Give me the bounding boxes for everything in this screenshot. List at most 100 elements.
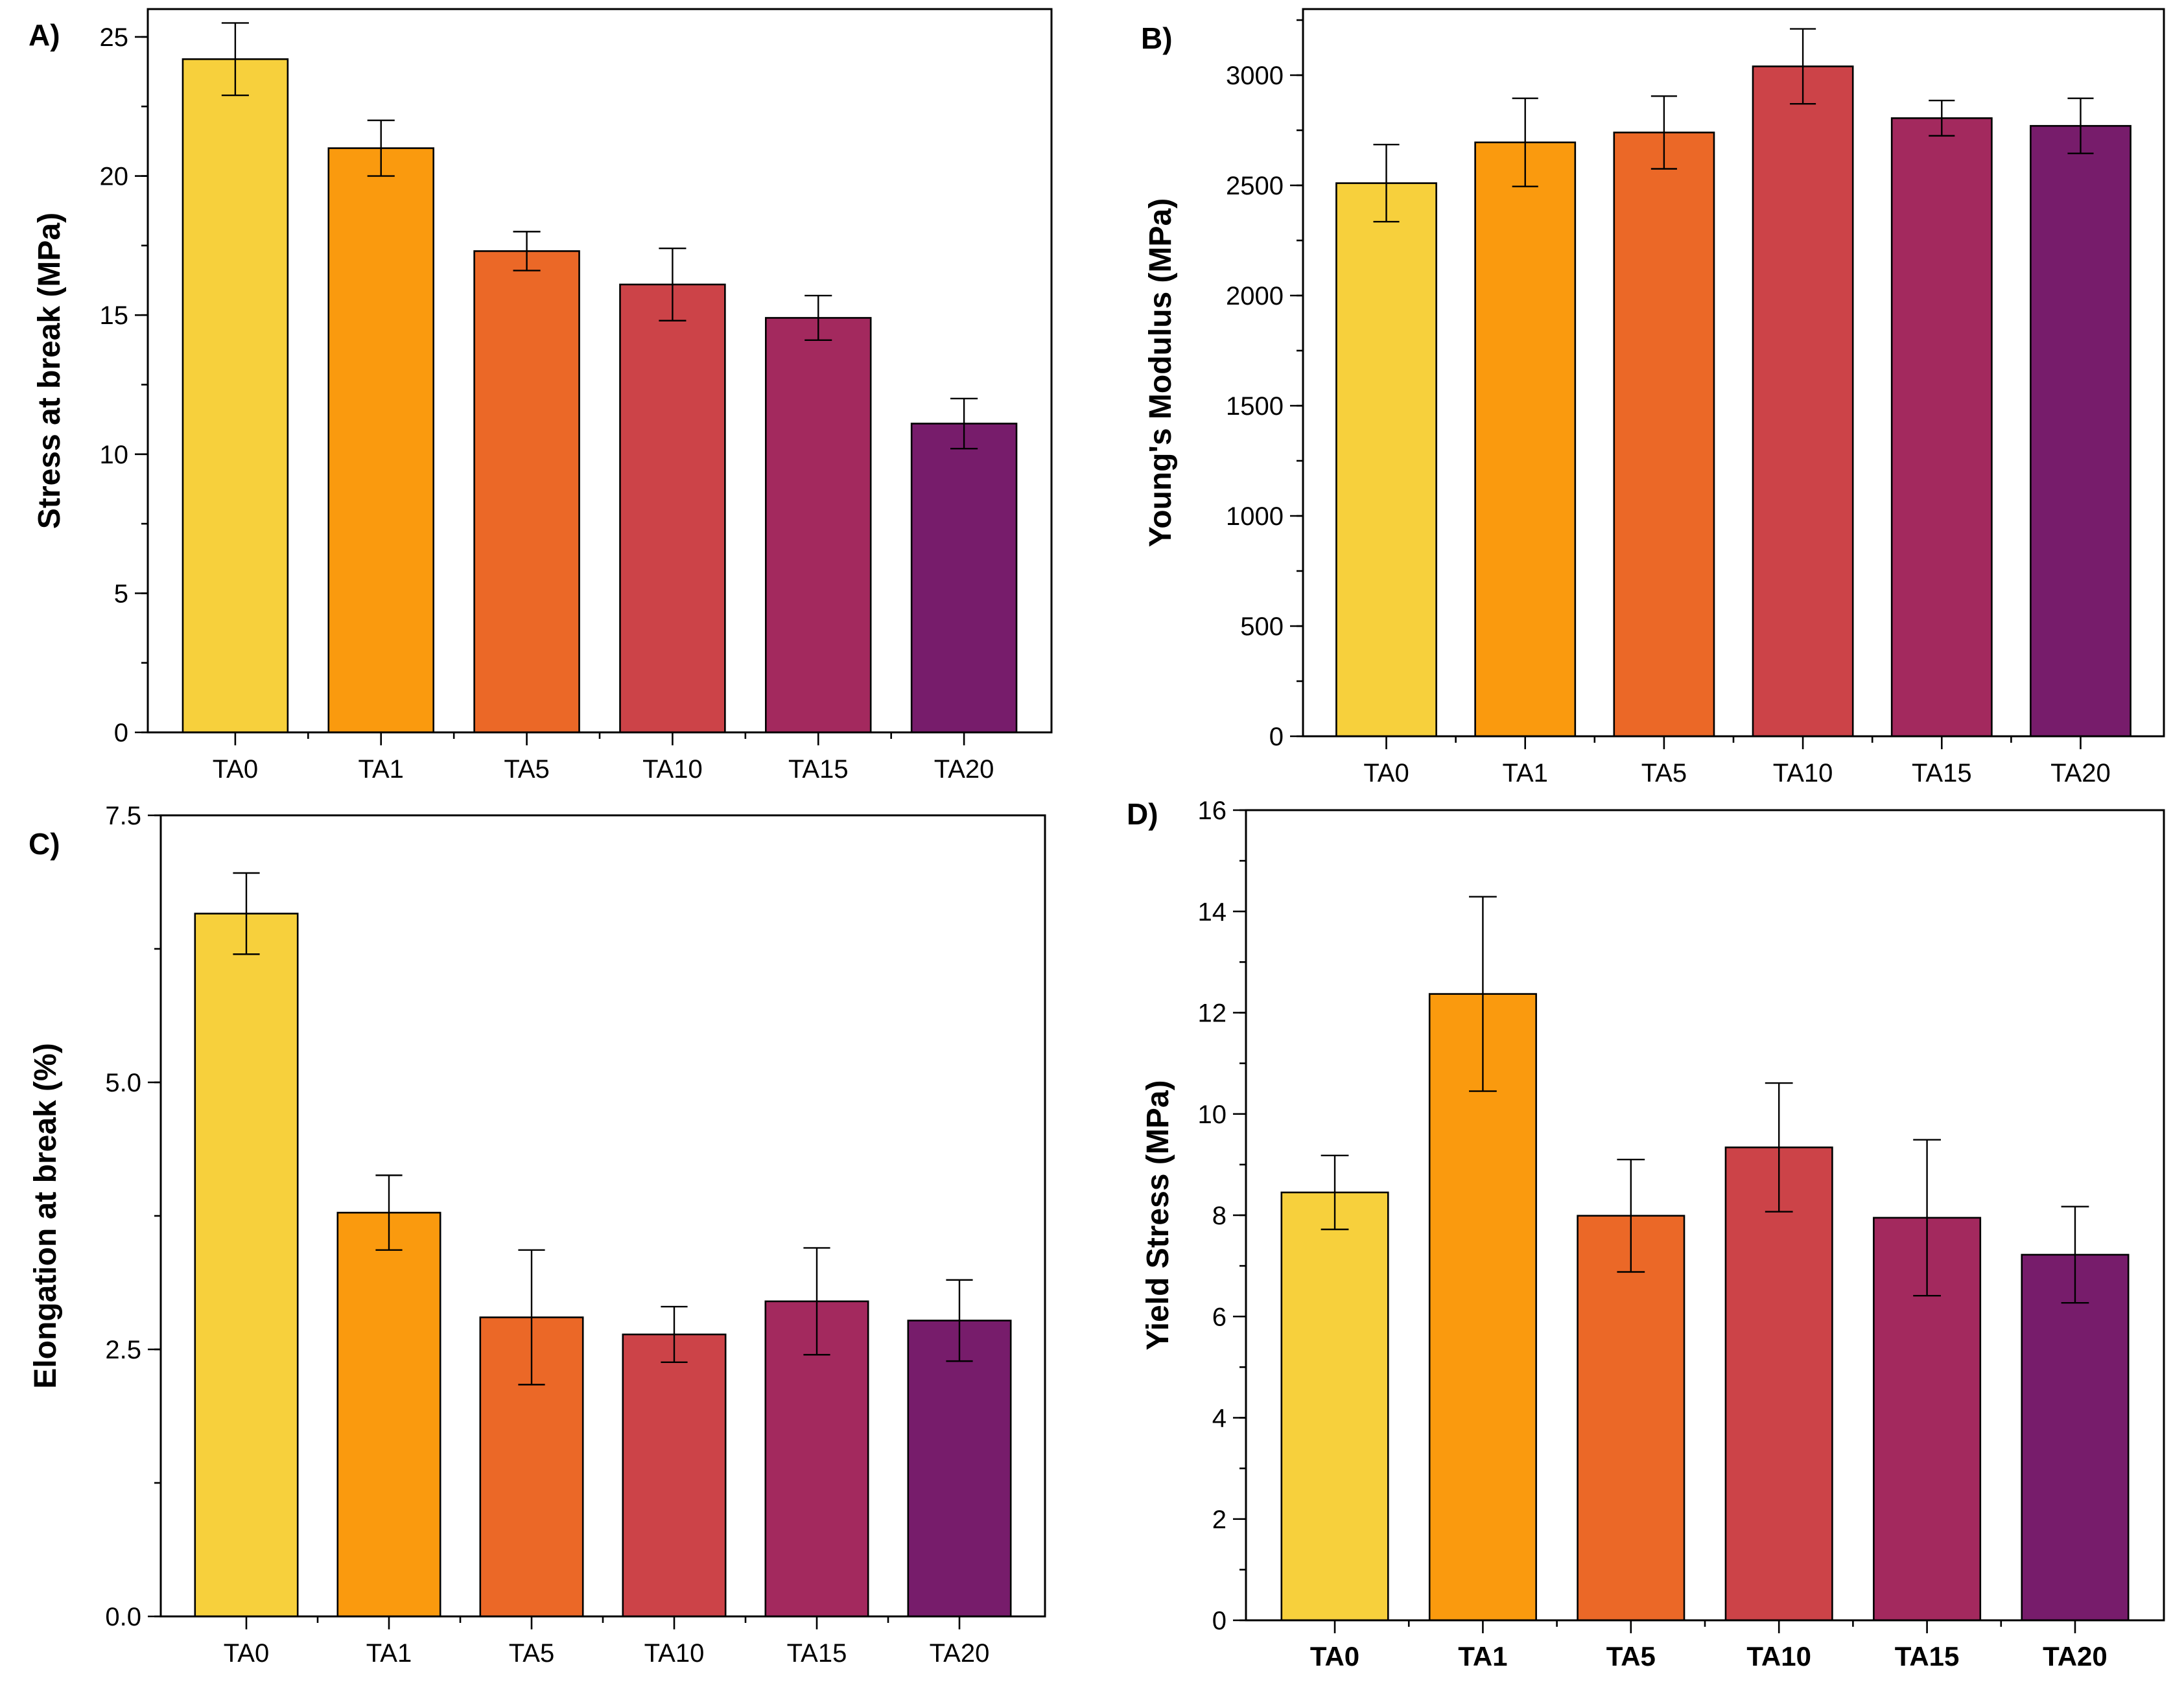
error-bar-ta0	[1373, 143, 1400, 223]
panel-b: 0 500 1000 1500 2000 2500 3000 TA0 TA1 TA5 TA10 TA1…	[1141, 8, 2165, 787]
bar-ta10	[1752, 65, 1854, 738]
y-tick-label: 6	[1212, 1303, 1227, 1331]
bar-ta0	[1280, 1191, 1389, 1622]
y-tick-label: 10	[1198, 1101, 1227, 1129]
bar-ta10	[622, 1333, 727, 1618]
error-bar-ta15	[803, 1247, 830, 1356]
error-bar-ta5	[1617, 1158, 1645, 1273]
x-tick-label-ta0: TA0	[1310, 1641, 1359, 1672]
bar-ta10	[619, 283, 726, 734]
y-tick-label: 0	[1269, 723, 1284, 751]
x-tick-label-ta0: TA0	[224, 1639, 269, 1668]
error-bar-ta1	[367, 119, 395, 177]
bar-ta15	[1890, 117, 1993, 738]
bar-ta0	[194, 913, 299, 1618]
x-tick-label-ta15: TA15	[1895, 1641, 1960, 1672]
y-tick-label: 16	[1198, 797, 1227, 825]
error-bar-ta10	[1790, 28, 1816, 105]
error-bar-ta15	[804, 294, 832, 341]
x-tick-label-ta10: TA10	[1746, 1641, 1811, 1672]
error-bar-ta1	[1512, 97, 1538, 187]
y-tick-label: 2	[1212, 1506, 1227, 1534]
y-tick-label: 20	[100, 163, 129, 191]
y-tick-label: 5	[114, 579, 128, 608]
panel-letter: C)	[29, 827, 60, 861]
x-tick-label-ta5: TA5	[504, 755, 549, 784]
panel-c: 0.0 2.5 5.0 7.5 TA0 TA1 TA5 TA10 TA15 TA20 C) Elong…	[29, 802, 1046, 1668]
x-tick-label-ta10: TA10	[644, 1639, 705, 1668]
bar-ta5	[473, 250, 580, 734]
x-tick-label-ta1: TA1	[1458, 1641, 1507, 1672]
panel-letter: D)	[1127, 797, 1158, 831]
y-tick-label: 12	[1198, 999, 1227, 1028]
bar-ta10	[1724, 1147, 1833, 1622]
x-tick-label-ta1: TA1	[358, 755, 404, 784]
panel-letter: B)	[1141, 21, 1173, 55]
bar-ta5	[1613, 132, 1715, 738]
y-tick-label: 2.5	[105, 1336, 141, 1364]
y-tick-label: 14	[1198, 898, 1227, 926]
x-tick-label-ta15: TA15	[1912, 759, 1972, 787]
x-tick-label-ta0: TA0	[213, 755, 258, 784]
y-tick-label: 1500	[1226, 392, 1284, 421]
y-tick-label: 0.0	[105, 1603, 141, 1631]
y-tick-label: 2500	[1226, 172, 1284, 200]
error-bar-ta20	[950, 397, 978, 450]
bar-ta20	[2030, 124, 2131, 738]
error-bar-ta0	[233, 872, 260, 955]
y-tick-label: 25	[100, 23, 129, 52]
y-tick-label: 500	[1240, 612, 1284, 641]
y-axis-label: Yield Stress (MPa)	[1141, 1080, 1175, 1350]
bar-ta20	[910, 423, 1018, 734]
x-tick-label-ta20: TA20	[934, 755, 994, 784]
panel-a: 0 5 10 15 20 25 TA0 TA1 TA5 TA10 TA15 TA20 A) Stress …	[29, 8, 1053, 784]
x-tick-label-ta5: TA5	[1606, 1641, 1656, 1672]
y-axis-label: Stress at break (MPa)	[32, 213, 67, 529]
y-tick-label: 7.5	[105, 802, 141, 830]
bar-ta5	[1577, 1215, 1685, 1622]
error-bar-ta15	[1913, 1139, 1941, 1297]
error-bar-ta10	[1765, 1082, 1793, 1213]
bar-ta20	[907, 1320, 1012, 1618]
error-bar-ta15	[1929, 99, 1955, 137]
bar-ta1	[1474, 141, 1577, 738]
y-tick-label: 8	[1212, 1202, 1227, 1230]
y-axis-label: Young's Modulus (MPa)	[1144, 198, 1178, 547]
bar-ta0	[182, 58, 289, 734]
y-tick-label: 3000	[1226, 62, 1284, 90]
bar-ta1	[1428, 993, 1537, 1622]
x-tick-label-ta0: TA0	[1363, 759, 1409, 787]
error-bar-ta20	[946, 1279, 973, 1362]
x-tick-label-ta20: TA20	[2050, 759, 2111, 787]
y-tick-label: 1000	[1226, 502, 1284, 531]
x-tick-label-ta15: TA15	[787, 1639, 847, 1668]
y-tick-label: 10	[100, 441, 129, 469]
panel-d: 0 2 4 6 8 10 12 14 16 TA0 TA1 TA5 TA10 TA15 TA20 D) Yiel…	[1127, 797, 2165, 1672]
y-tick-label: 2000	[1226, 282, 1284, 310]
bar-ta15	[765, 317, 872, 734]
x-tick-label-ta5: TA5	[1641, 759, 1687, 787]
error-bar-ta5	[518, 1249, 545, 1386]
y-tick-label: 4	[1212, 1404, 1227, 1433]
error-bar-ta10	[659, 247, 687, 321]
error-bar-ta5	[513, 231, 541, 272]
y-tick-label: 0	[1212, 1607, 1227, 1635]
x-tick-label-ta5: TA5	[509, 1639, 554, 1668]
y-axis-label: Elongation at break (%)	[29, 1043, 63, 1388]
error-bar-ta0	[221, 22, 249, 97]
x-tick-label-ta1: TA1	[1503, 759, 1548, 787]
x-tick-label-ta10: TA10	[642, 755, 703, 784]
panel-letter: A)	[29, 18, 60, 52]
x-tick-label-ta20: TA20	[2043, 1641, 2108, 1672]
bar-ta1	[336, 1211, 441, 1618]
error-bar-ta0	[1321, 1154, 1349, 1231]
bar-ta0	[1335, 182, 1437, 738]
error-bar-ta10	[661, 1305, 688, 1363]
y-tick-label: 0	[114, 719, 128, 747]
error-bar-ta5	[1650, 95, 1677, 170]
bar-ta1	[327, 147, 434, 734]
y-tick-label: 15	[100, 301, 129, 330]
x-tick-label-ta15: TA15	[788, 755, 849, 784]
error-bar-ta20	[2061, 1206, 2089, 1304]
